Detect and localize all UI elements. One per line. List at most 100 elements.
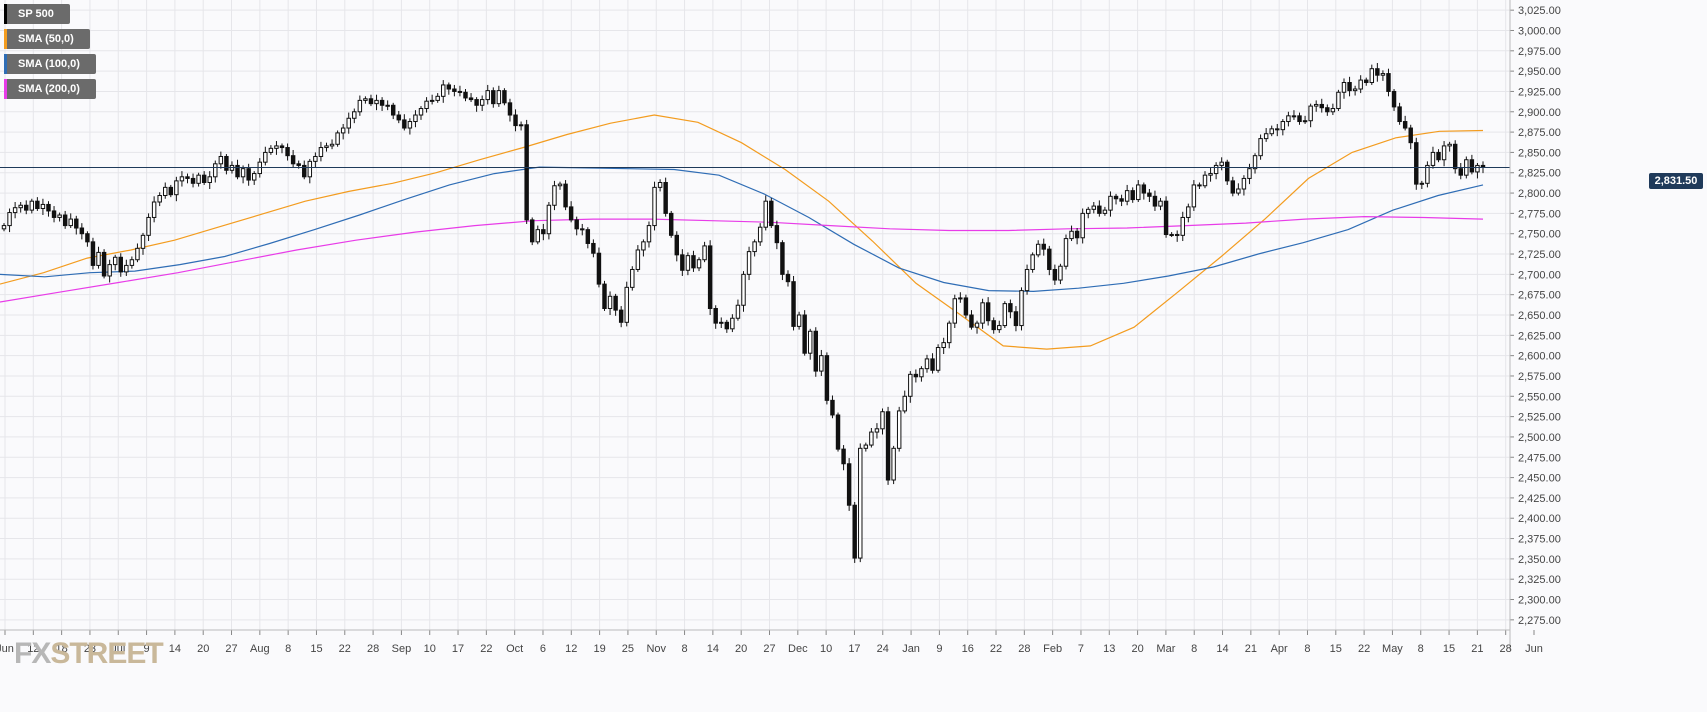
legend-item-sma50[interactable]: SMA (50,0) — [4, 29, 90, 49]
candle-down — [502, 90, 507, 104]
candle-up — [719, 321, 724, 324]
candle-down — [1041, 243, 1046, 250]
x-tick-label: 19 — [593, 643, 605, 655]
candle-down — [1147, 192, 1152, 197]
candle-down — [468, 97, 474, 101]
candle-down — [969, 314, 974, 328]
x-tick-label: 14 — [169, 643, 181, 655]
candle-down — [618, 309, 624, 323]
candle-up — [435, 95, 440, 101]
x-tick-label: 8 — [1191, 643, 1197, 655]
candle-up — [819, 355, 824, 372]
candle-down — [62, 214, 68, 227]
y-tick-label: 2,600.00 — [1518, 351, 1561, 363]
x-tick-label: 21 — [1245, 643, 1257, 655]
x-tick-label: Mar — [1156, 643, 1175, 655]
y-axis: 3,025.00 3,000.00 2,975.00 2,950.00 2,925.00… — [1509, 0, 1561, 650]
candle-up — [752, 241, 757, 253]
legend-item-sma200[interactable]: SMA (200,0) — [4, 79, 96, 99]
x-tick-label: Oct — [506, 643, 523, 655]
candle-down — [452, 88, 457, 92]
y-tick-label: 2,925.00 — [1518, 86, 1561, 98]
x-tick-label: 15 — [1330, 643, 1342, 655]
candle-down — [1230, 180, 1236, 194]
candle-up — [1447, 143, 1452, 147]
sma-line — [0, 114, 1484, 350]
x-tick-label: 21 — [1471, 643, 1483, 655]
y-tick-label: 3,025.00 — [1518, 5, 1561, 17]
candle-down — [1408, 127, 1413, 144]
candle-up — [135, 247, 140, 261]
x-tick-label: 8 — [1304, 643, 1310, 655]
candle-up — [1002, 303, 1008, 327]
candle-up — [1358, 79, 1363, 90]
candle-up — [40, 203, 46, 210]
candle-down — [1436, 151, 1441, 161]
candle-down — [1458, 168, 1463, 176]
candle-up — [607, 295, 613, 309]
candle-up — [340, 127, 346, 134]
candle-down — [1391, 90, 1397, 108]
candle-up — [479, 99, 485, 106]
candle-up — [657, 181, 663, 188]
candle-down — [457, 90, 463, 93]
x-tick-label: 17 — [452, 643, 464, 655]
candle-down — [691, 255, 696, 269]
candle-up — [557, 183, 563, 187]
candle-down — [563, 183, 568, 208]
x-tick-label: Feb — [1043, 643, 1062, 655]
y-tick-label: 2,950.00 — [1518, 66, 1561, 78]
candle-up — [630, 268, 635, 288]
candle-down — [246, 168, 251, 181]
candle-up — [1336, 91, 1341, 110]
candle-down — [613, 295, 618, 311]
candle-up — [329, 143, 335, 147]
x-tick-label: 10 — [424, 643, 436, 655]
candle-down — [674, 234, 680, 256]
candle-up — [874, 428, 880, 433]
candle-up — [196, 174, 201, 184]
candle-up — [652, 186, 657, 227]
x-tick-label: 7 — [1078, 643, 1084, 655]
candle-up — [1291, 115, 1297, 118]
legend-item-sma100[interactable]: SMA (100,0) — [4, 54, 96, 74]
candle-up — [7, 212, 12, 227]
candle-down — [830, 399, 835, 416]
candle-down — [1097, 205, 1102, 214]
candle-down — [185, 176, 190, 179]
candle-up — [763, 200, 768, 228]
y-tick-label: 2,425.00 — [1518, 493, 1561, 505]
candle-up — [318, 147, 324, 157]
candle-up — [635, 249, 641, 270]
y-tick-label: 2,350.00 — [1518, 554, 1561, 566]
candle-up — [535, 229, 540, 243]
candle-up — [218, 155, 224, 165]
candle-down — [580, 228, 585, 231]
candle-up — [413, 114, 418, 123]
x-tick-label: 27 — [763, 643, 775, 655]
legend-swatch — [4, 4, 7, 24]
x-tick-label: 16 — [962, 643, 974, 655]
candle-up — [891, 447, 896, 481]
x-tick-label: 24 — [877, 643, 889, 655]
x-tick-label: 8 — [285, 643, 291, 655]
candle-up — [1241, 177, 1247, 190]
candle-down — [885, 411, 891, 481]
candle-up — [1, 225, 7, 230]
x-tick-label: May — [1382, 643, 1403, 655]
legend-item-sp500[interactable]: SP 500 — [4, 4, 70, 24]
candle-down — [463, 91, 468, 99]
candle-up — [424, 100, 429, 110]
candle-up — [1202, 174, 1208, 187]
x-tick-label: 15 — [310, 643, 322, 655]
legend: SP 500 SMA (50,0) SMA (100,0) SMA (200,0… — [4, 4, 96, 104]
y-tick-label: 2,550.00 — [1518, 391, 1561, 403]
candle-up — [1102, 209, 1108, 214]
legend-label: SMA (200,0) — [18, 83, 80, 95]
candle-down — [1414, 142, 1419, 185]
candle-down — [1130, 190, 1135, 201]
candle-up — [863, 444, 869, 449]
candle-down — [1402, 121, 1408, 129]
candle-down — [235, 164, 240, 178]
candle-down — [1174, 234, 1180, 237]
